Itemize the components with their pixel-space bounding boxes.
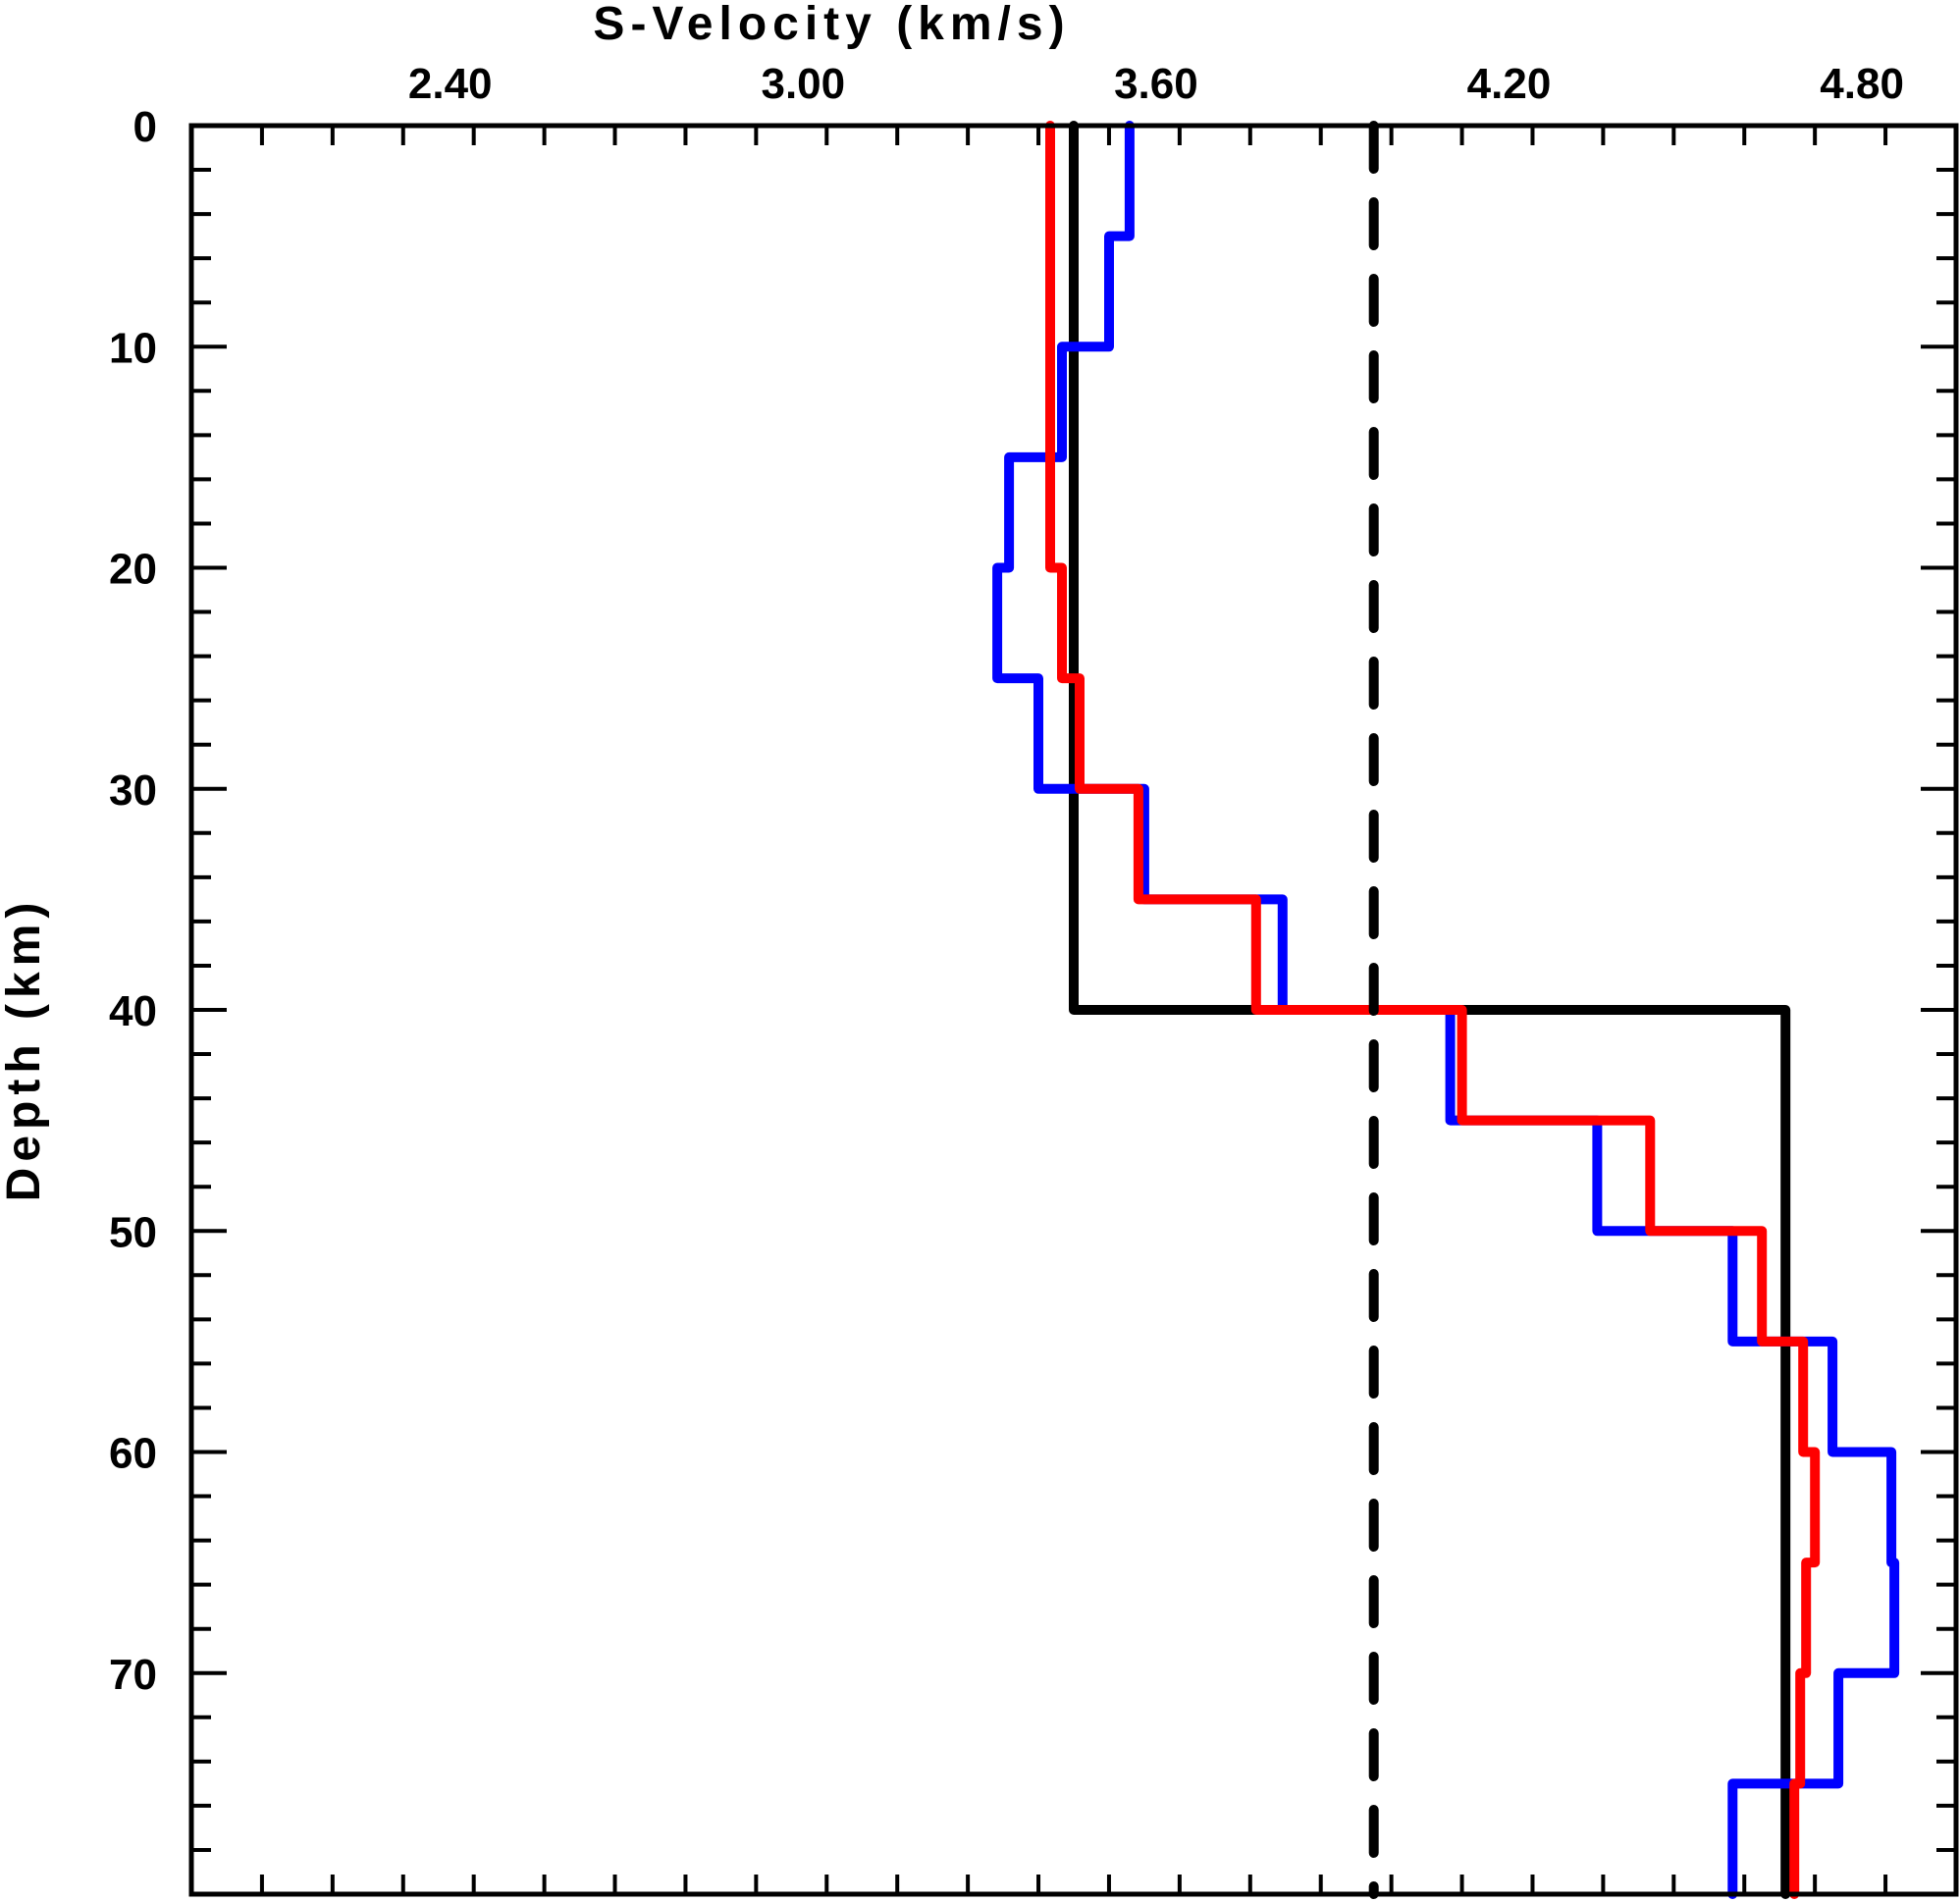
x-tick-label: 4.20 bbox=[1467, 60, 1552, 108]
velocity-profile-line-3 bbox=[1045, 121, 1821, 1899]
plot-frame bbox=[188, 123, 1959, 1897]
x-axis-title: S-Velocity (km/s) bbox=[593, 0, 1070, 50]
x-tick-label: 2.40 bbox=[408, 60, 493, 108]
y-tick-label: 20 bbox=[109, 546, 157, 594]
y-tick-label: 0 bbox=[133, 103, 157, 151]
axis-ticks bbox=[191, 126, 1956, 1894]
x-tick-label: 3.00 bbox=[761, 60, 845, 108]
y-axis-title: Depth (km) bbox=[0, 897, 50, 1202]
y-tick-label: 30 bbox=[109, 766, 157, 815]
x-tick-label: 4.80 bbox=[1820, 60, 1904, 108]
y-tick-label: 50 bbox=[109, 1208, 157, 1256]
x-tick-label: 3.60 bbox=[1114, 60, 1198, 108]
y-tick-label: 60 bbox=[109, 1430, 157, 1478]
y-tick-label: 40 bbox=[109, 987, 157, 1035]
tick-labels: 2.40 3.00 3.60 4.20 4.80 0 10 20 30 40 50 60 70 bbox=[109, 60, 1904, 1699]
series-layer bbox=[992, 121, 1900, 1899]
y-tick-label: 70 bbox=[109, 1651, 157, 1699]
y-tick-label: 10 bbox=[109, 324, 157, 372]
